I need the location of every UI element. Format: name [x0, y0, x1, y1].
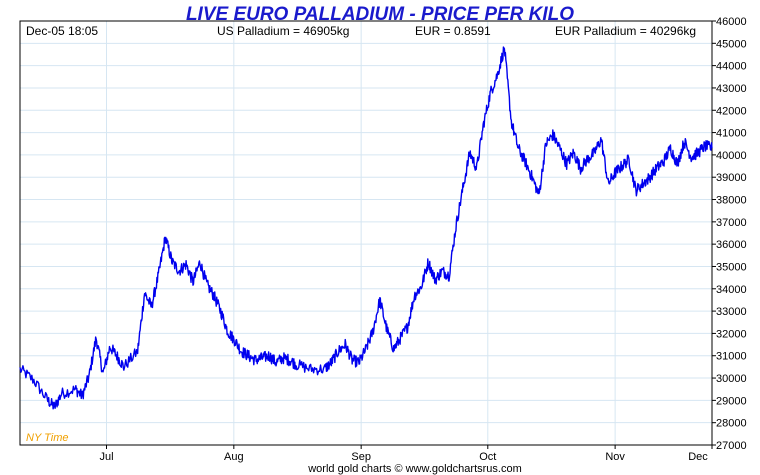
source-credit: world gold charts © www.goldchartsrus.co… — [307, 463, 522, 475]
fx-rate-label: EUR = 0.8591 — [415, 24, 491, 38]
chart-title: LIVE EURO PALLADIUM - PRICE PER KILO — [186, 4, 574, 25]
eur-price-label: EUR Palladium = 40296kg — [555, 24, 696, 38]
x-axis: Jul Aug Sep Oct Nov Dec — [99, 445, 713, 463]
y-tick-label: 31000 — [716, 351, 747, 363]
y-tick-label: 42000 — [716, 105, 747, 117]
y-tick-label: 46000 — [716, 16, 747, 28]
y-tick-label: 43000 — [716, 83, 747, 95]
x-tick-label: Oct — [479, 451, 496, 463]
y-tick-label: 40000 — [716, 150, 747, 162]
timezone-label: NY Time — [26, 432, 69, 444]
x-tick-label: Sep — [351, 451, 371, 463]
y-tick-label: 28000 — [716, 418, 747, 430]
x-tick-label: Nov — [605, 451, 625, 463]
y-tick-label: 30000 — [716, 373, 747, 385]
series-layer — [19, 46, 713, 410]
y-tick-label: 45000 — [716, 38, 747, 50]
y-tick-label: 36000 — [716, 239, 747, 251]
y-tick-label: 37000 — [716, 217, 747, 229]
y-tick-label: 44000 — [716, 61, 747, 73]
x-tick-label: Aug — [224, 451, 244, 463]
price-series-line — [19, 46, 713, 410]
y-tick-label: 33000 — [716, 306, 747, 318]
y-tick-label: 34000 — [716, 284, 747, 296]
y-tick-label: 39000 — [716, 172, 747, 184]
us-price-label: US Palladium = 46905kg — [217, 24, 349, 38]
y-tick-label: 38000 — [716, 195, 747, 207]
y-axis: 27000 28000 29000 30000 31000 32000 33000 34000… — [712, 16, 747, 452]
gridlines — [20, 20, 713, 446]
plot-frame — [19, 20, 713, 446]
y-tick-label: 35000 — [716, 261, 747, 273]
timestamp-label: Dec-05 18:05 — [26, 24, 98, 38]
y-tick-label: 32000 — [716, 328, 747, 340]
y-tick-label: 29000 — [716, 395, 747, 407]
y-tick-label: 27000 — [716, 440, 747, 452]
x-tick-label: Dec — [688, 451, 708, 463]
x-tick-label: Jul — [99, 451, 113, 463]
y-tick-label: 41000 — [716, 128, 747, 140]
